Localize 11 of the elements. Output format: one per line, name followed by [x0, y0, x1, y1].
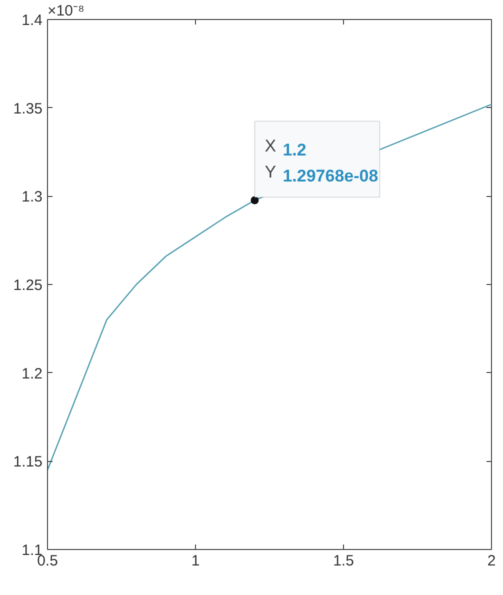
y-tick-label: 1.35	[13, 100, 43, 118]
x-tick-label: 2	[487, 552, 496, 570]
y-tick-label: 1.15	[13, 454, 43, 471]
x-tick-label: 1	[191, 552, 200, 570]
annotation: ×10⁻⁸	[48, 2, 84, 20]
annotation: X 1.2 Y 1.29768e-08	[264, 136, 378, 186]
y-tick-label: 1.4	[22, 12, 43, 29]
y-tick-label: 1.3	[22, 188, 43, 206]
y-tick-label: 1.25	[13, 277, 43, 294]
y-tick-label: 1.2	[22, 365, 43, 382]
x-tick-label: 1.5	[333, 552, 354, 570]
